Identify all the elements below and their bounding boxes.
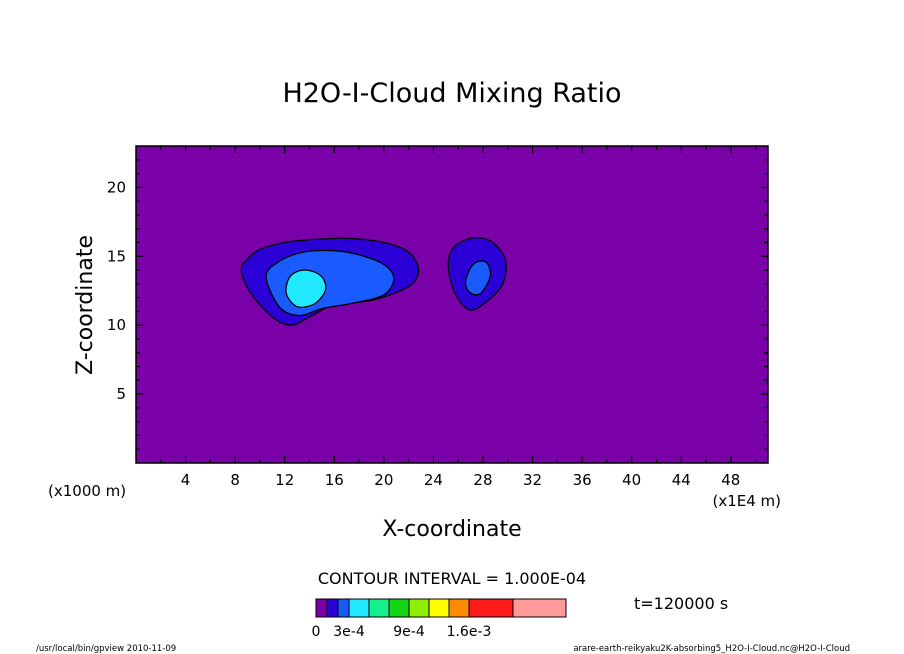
colorbar-swatch xyxy=(512,598,567,618)
x-unit-right: (x1E4 m) xyxy=(712,492,781,510)
colorbar-label: 3e-4 xyxy=(333,624,365,640)
footer-right: arare-earth-reikyaku2K-absorbing5_H2O-I-… xyxy=(573,644,850,654)
y-tick-labels: 5 10 15 20 xyxy=(107,178,126,403)
x-tick-label: 28 xyxy=(473,471,492,489)
y-tick-label: 10 xyxy=(107,316,126,334)
contour-interval-label: CONTOUR INTERVAL = 1.000E-04 xyxy=(318,569,586,588)
colorbar-swatch xyxy=(408,598,430,618)
x-tick-label: 24 xyxy=(424,471,443,489)
footer-left: /usr/local/bin/gpview 2010-11-09 xyxy=(36,644,176,654)
colorbar-labels: 0 3e-4 9e-4 1.6e-3 xyxy=(312,624,492,640)
colorbar-label: 9e-4 xyxy=(393,624,425,640)
plot-background xyxy=(136,146,768,463)
time-label: t=120000 s xyxy=(634,594,728,613)
x-tick-label: 36 xyxy=(573,471,592,489)
chart-title: H2O-I-Cloud Mixing Ratio xyxy=(282,78,621,109)
x-tick-label: 16 xyxy=(325,471,344,489)
x-unit-left: (x1000 m) xyxy=(48,482,126,500)
colorbar xyxy=(315,598,567,618)
contour-level-3-core-cell xyxy=(285,269,327,309)
x-tick-labels: 4 8 12 16 20 24 28 32 36 40 44 48 xyxy=(181,471,741,489)
contour-level-2-east-cell xyxy=(464,260,492,296)
x-tick-label: 12 xyxy=(275,471,294,489)
x-tick-label: 8 xyxy=(230,471,240,489)
colorbar-swatch xyxy=(428,598,450,618)
x-tick-label: 20 xyxy=(374,471,393,489)
colorbar-swatch xyxy=(448,598,470,618)
colorbar-swatch xyxy=(348,598,370,618)
x-tick-label: 4 xyxy=(181,471,191,489)
colorbar-swatch xyxy=(315,598,328,618)
colorbar-swatch xyxy=(337,598,350,618)
y-tick-label: 5 xyxy=(116,385,126,403)
y-axis-label: Z-coordinate xyxy=(73,235,98,375)
colorbar-swatch xyxy=(468,598,514,618)
plot-frame xyxy=(135,145,769,464)
x-tick-label: 40 xyxy=(622,471,641,489)
colorbar-swatch xyxy=(326,598,339,618)
x-tick-label: 48 xyxy=(721,471,740,489)
x-axis-label: X-coordinate xyxy=(382,517,521,542)
colorbar-swatch xyxy=(368,598,390,618)
colorbar-label: 1.6e-3 xyxy=(447,624,492,640)
x-tick-label: 44 xyxy=(672,471,691,489)
y-tick-label: 20 xyxy=(107,178,126,196)
colorbar-swatch xyxy=(388,598,410,618)
y-tick-label: 15 xyxy=(107,247,126,265)
contour-fills xyxy=(240,237,507,326)
colorbar-label: 0 xyxy=(312,624,321,640)
x-tick-label: 32 xyxy=(523,471,542,489)
axis-ticks xyxy=(136,146,768,463)
